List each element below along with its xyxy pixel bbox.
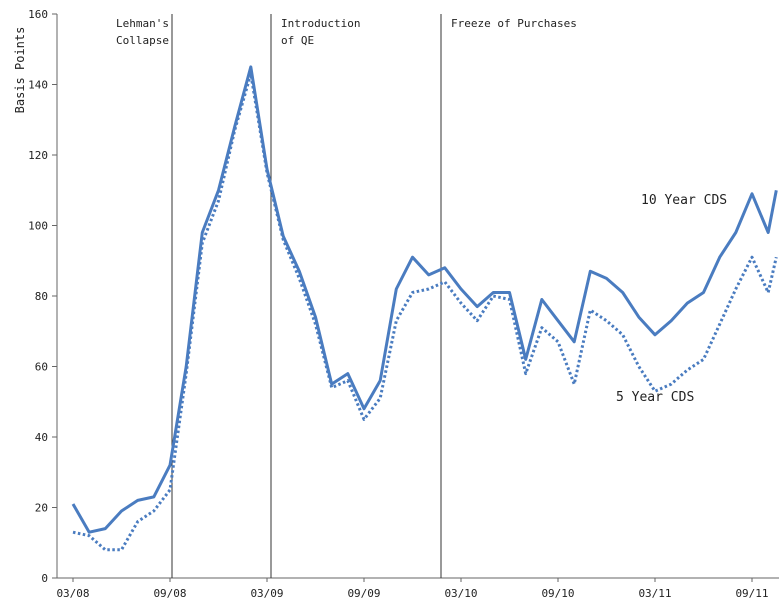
event-label: Collapse [116, 34, 169, 47]
y-tick-label: 160 [28, 8, 48, 21]
y-tick-label: 40 [35, 431, 48, 444]
y-tick-label: 120 [28, 149, 48, 162]
y-tick-label: 60 [35, 361, 48, 374]
series-group [71, 65, 778, 552]
x-tick-label: 03/11 [638, 587, 671, 600]
y-tick-label: 100 [28, 220, 48, 233]
axes: 0 20 40 60 80 100 120 140 160 03/08 09/08 03/09 09/0… [13, 8, 779, 600]
series-10-year-cds [71, 65, 778, 534]
x-tick-label: 03/08 [56, 587, 89, 600]
x-tick-label: 09/10 [541, 587, 574, 600]
event-label: Lehman's [116, 17, 169, 30]
y-tick-label: 0 [41, 572, 48, 585]
x-tick-label: 03/10 [444, 587, 477, 600]
y-tick-label: 20 [35, 502, 48, 515]
series-5-year-cds [72, 72, 778, 552]
event-label: of QE [281, 34, 314, 47]
series-label-5-year: 5 Year CDS [616, 390, 694, 405]
event-label: Introduction [281, 17, 360, 30]
y-tick-label: 140 [28, 79, 48, 92]
y-tick-label: 80 [35, 290, 48, 303]
x-tick-label: 09/08 [153, 587, 186, 600]
series-label-10-year: 10 Year CDS [641, 193, 727, 208]
event-markers: Lehman's Collapse Introduction of QE Freeze … [116, 14, 577, 578]
x-tick-label: 09/11 [735, 587, 768, 600]
event-label: Freeze of Purchases [451, 17, 577, 30]
series-labels: 10 Year CDS 5 Year CDS [616, 193, 727, 405]
x-tick-label: 03/09 [250, 587, 283, 600]
x-tick-label: 09/09 [347, 587, 380, 600]
y-axis-label: Basis Points [13, 27, 27, 114]
